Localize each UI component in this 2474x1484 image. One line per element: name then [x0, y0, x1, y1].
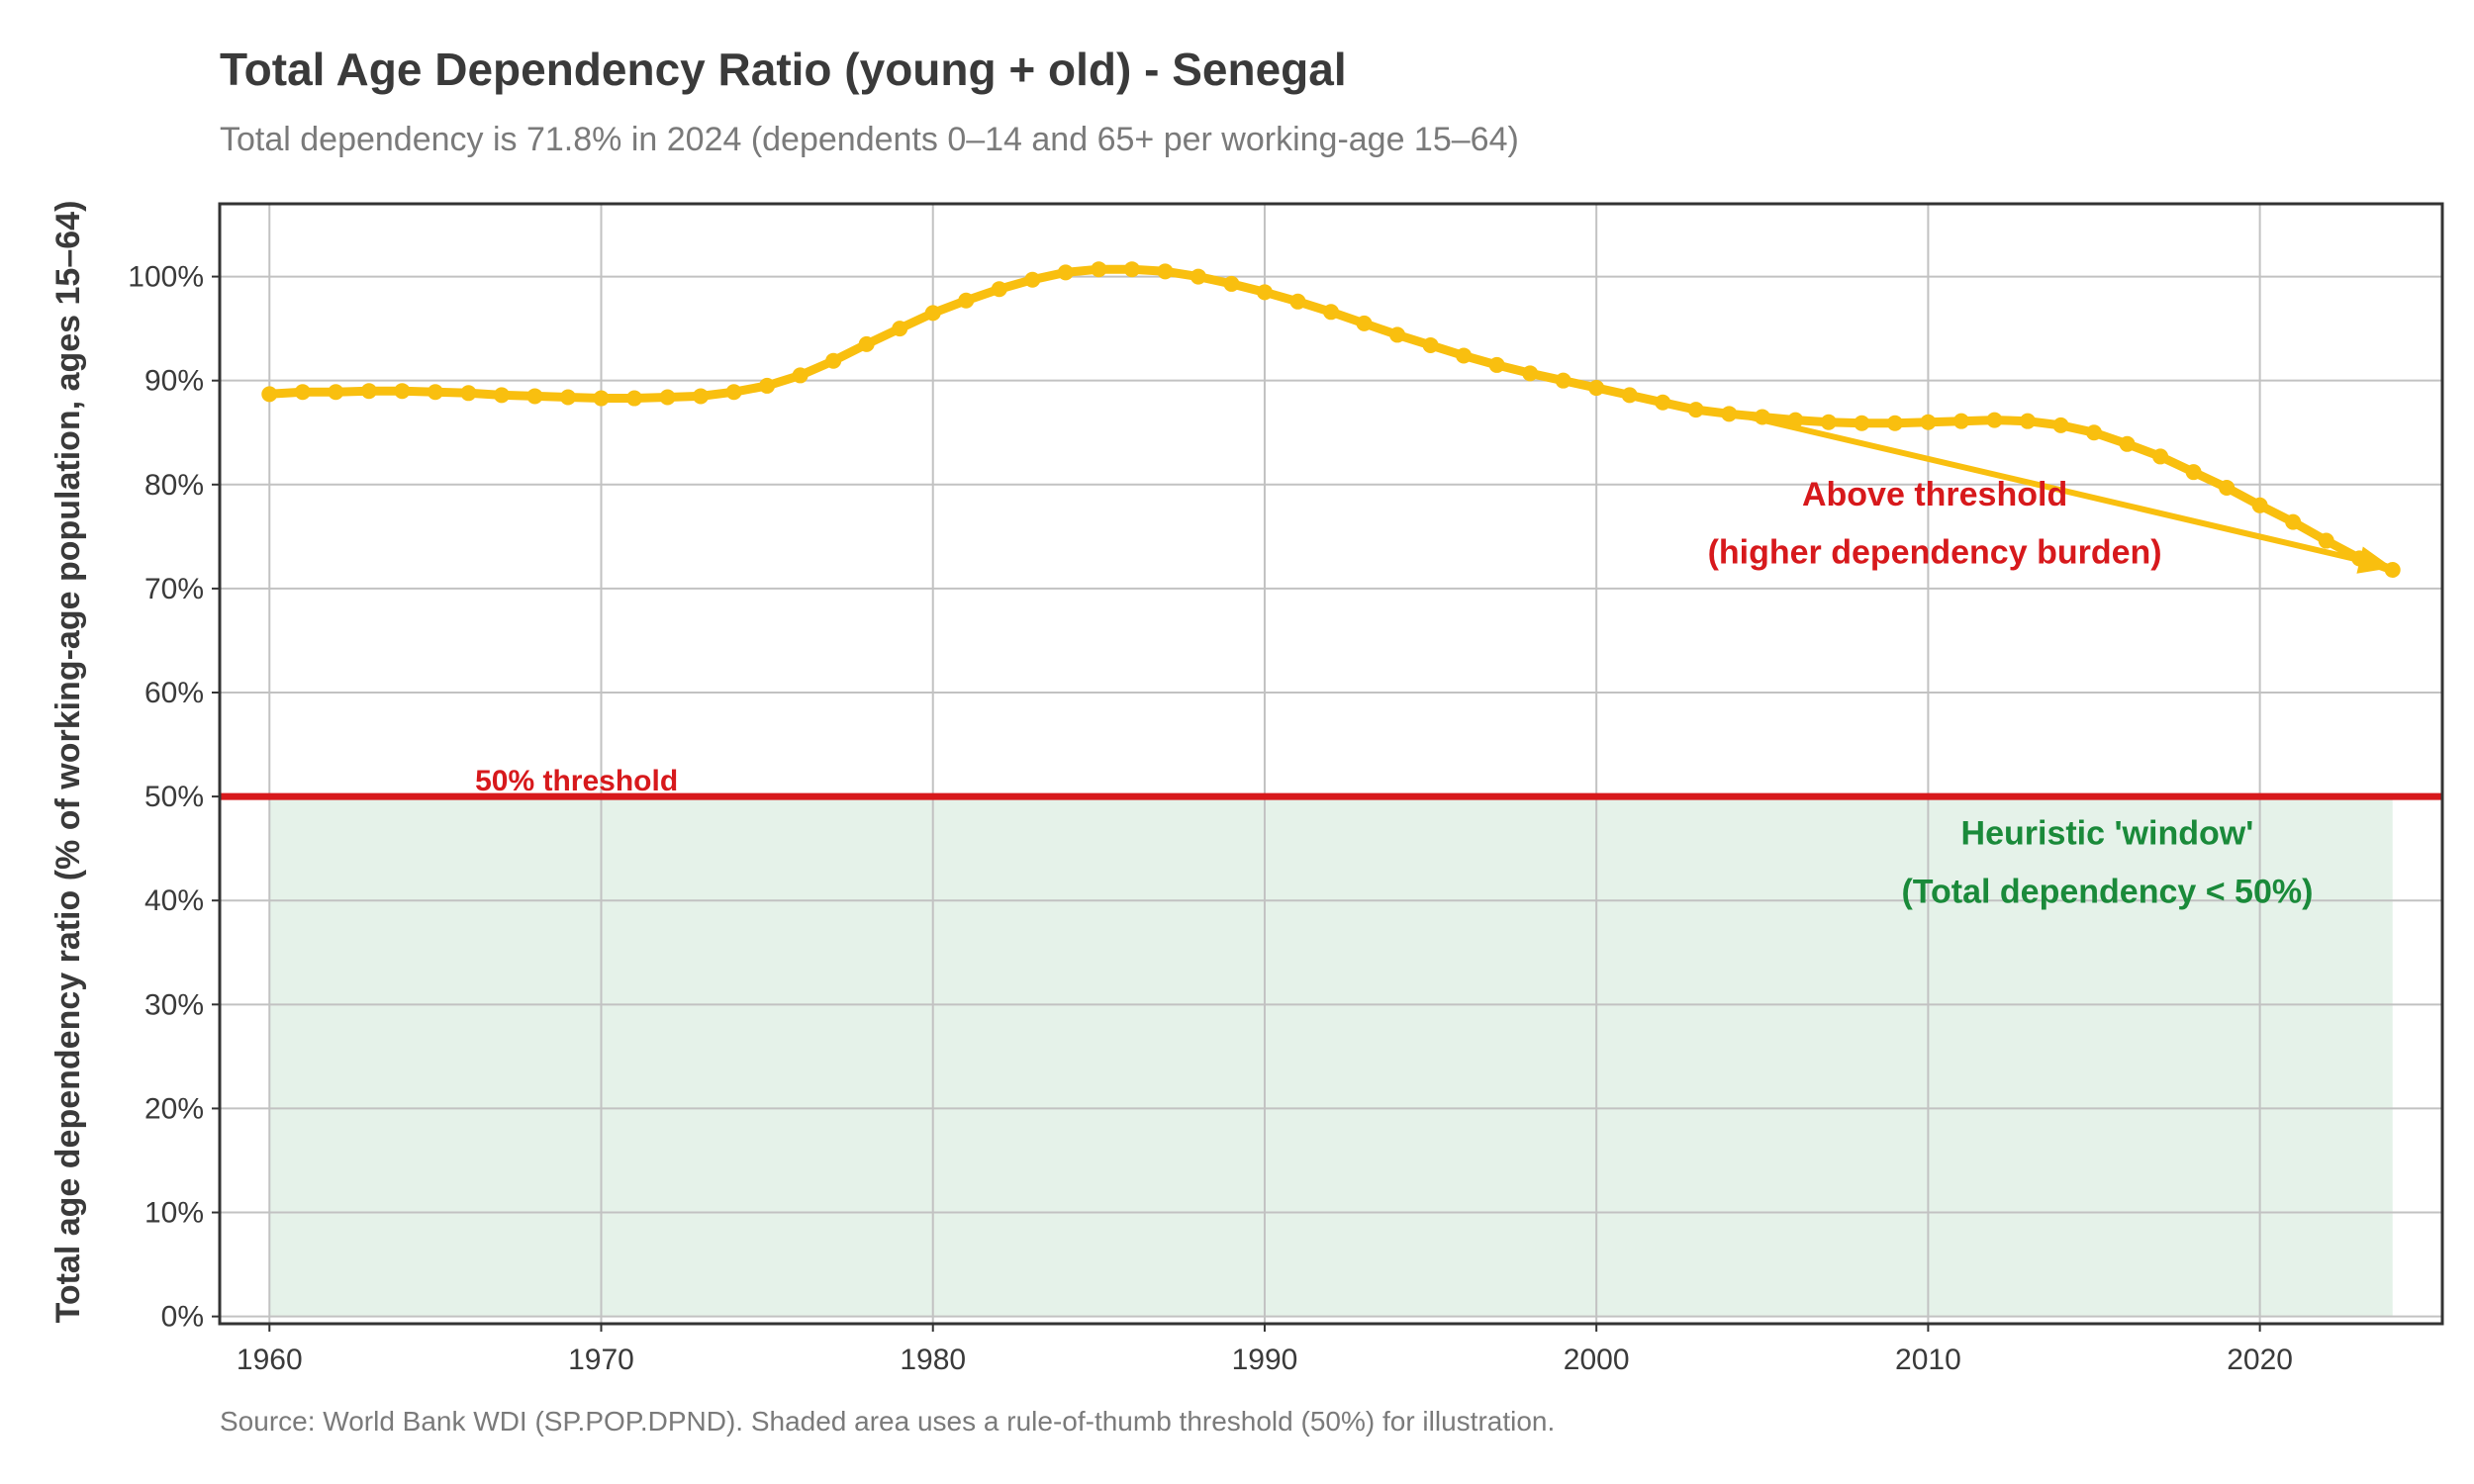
series-point — [2152, 448, 2169, 465]
above-threshold-label: Above threshold — [1802, 476, 2067, 513]
x-tick-label: 1990 — [1232, 1344, 1298, 1376]
series-point — [1456, 347, 1473, 364]
series-point — [1522, 365, 1539, 382]
series-point — [792, 367, 809, 384]
series-point — [2185, 464, 2202, 481]
series-point — [1986, 412, 2003, 428]
series-point — [328, 384, 344, 401]
series-point — [1024, 271, 1041, 288]
y-tick-label: 90% — [144, 365, 204, 398]
series-point — [858, 335, 875, 352]
series-point — [626, 390, 643, 407]
series-point — [1223, 275, 1240, 292]
series-point — [693, 388, 710, 405]
series-point — [493, 387, 510, 404]
series-point — [1389, 326, 1406, 343]
plot-frame — [218, 202, 2444, 1326]
series-point — [1256, 284, 1273, 301]
series-point — [991, 281, 1007, 298]
series-point — [2318, 532, 2334, 549]
above-threshold-sublabel: (higher dependency burden) — [1708, 534, 2162, 572]
series-point — [1289, 293, 1306, 310]
source-caption: Source: World Bank WDI (SP.POP.DPND). Sh… — [220, 1406, 1555, 1437]
trend-arrow-line — [1735, 411, 2361, 564]
series-point — [526, 388, 543, 405]
grid-layer — [220, 204, 2442, 1324]
series-point — [759, 377, 776, 394]
series-point — [1621, 387, 1638, 404]
chart-subtitle: Total dependency is 71.8% in 2024 (depen… — [220, 121, 1519, 158]
y-tick-label: 40% — [144, 884, 204, 917]
series-point — [261, 386, 278, 403]
threshold-label: 50% threshold — [475, 765, 678, 797]
series-point — [2052, 417, 2069, 433]
y-tick-label: 80% — [144, 469, 204, 502]
x-tick-label: 2000 — [1564, 1344, 1630, 1376]
y-axis-label: Total age dependency ratio (% of working… — [49, 201, 87, 1324]
x-tick-label: 2010 — [1895, 1344, 1961, 1376]
y-tick-label: 20% — [144, 1092, 204, 1125]
series-point — [1555, 372, 1571, 389]
series-point — [360, 383, 377, 400]
series-point — [1091, 261, 1107, 278]
y-tick-label: 70% — [144, 573, 204, 605]
series-point — [2119, 435, 2136, 452]
series-point — [1655, 394, 1671, 411]
series-point — [659, 389, 676, 406]
series-point — [427, 384, 443, 401]
series-point — [958, 292, 975, 309]
series-point — [1323, 304, 1339, 321]
y-tick-label: 10% — [144, 1197, 204, 1230]
series-point — [460, 385, 477, 402]
x-tick-label: 1970 — [568, 1344, 634, 1376]
trend-arrow-head — [2356, 546, 2393, 574]
annotation-layer — [1735, 411, 2393, 574]
series-point — [892, 321, 908, 337]
series-point — [2019, 413, 2036, 429]
y-tick-label: 60% — [144, 677, 204, 709]
series-point — [593, 390, 610, 407]
series-point — [1820, 414, 1837, 430]
series-point — [1488, 356, 1505, 373]
series-layer — [261, 261, 2401, 578]
series-point — [2285, 513, 2302, 530]
series-point — [1886, 415, 1903, 431]
series-point — [2251, 497, 2268, 513]
series-point — [924, 305, 941, 322]
series-point — [1952, 413, 1969, 429]
shaded-window — [269, 796, 2393, 1317]
series-point — [1854, 415, 1870, 431]
series-point — [2086, 424, 2103, 441]
series-point — [1356, 315, 1373, 331]
window-label: Heuristic 'window' — [1961, 814, 2254, 852]
y-tick-label: 100% — [128, 261, 204, 294]
series-point — [1687, 402, 1704, 418]
shaded-window-layer — [269, 796, 2393, 1317]
x-tick-label: 1980 — [900, 1344, 966, 1376]
series-point — [1422, 336, 1439, 353]
x-tick-label: 1960 — [237, 1344, 303, 1376]
y-tick-label: 30% — [144, 988, 204, 1021]
series-point — [825, 352, 842, 369]
x-tick-label: 2020 — [2227, 1344, 2293, 1376]
series-point — [1157, 263, 1174, 280]
series-point — [1588, 380, 1605, 397]
series-point — [1057, 264, 1074, 281]
chart-title: Total Age Dependency Ratio (young + old)… — [220, 44, 1347, 95]
series-point — [1189, 268, 1206, 285]
series-point — [294, 384, 311, 401]
y-tick-label: 0% — [161, 1301, 204, 1334]
series-point — [725, 384, 742, 401]
window-sublabel: (Total dependency < 50%) — [1901, 873, 2313, 910]
axis-layer: 0% 10% 20% 30% 40% 50% 60% 70% 80% 90% 100% 1960 197… — [128, 202, 2444, 1376]
series-point — [1721, 406, 1738, 422]
series-point — [1123, 261, 1140, 278]
series-point — [559, 389, 576, 406]
y-tick-label: 50% — [144, 781, 204, 813]
series-point — [1920, 414, 1937, 430]
series-point — [394, 383, 411, 400]
series-point — [2219, 479, 2236, 496]
